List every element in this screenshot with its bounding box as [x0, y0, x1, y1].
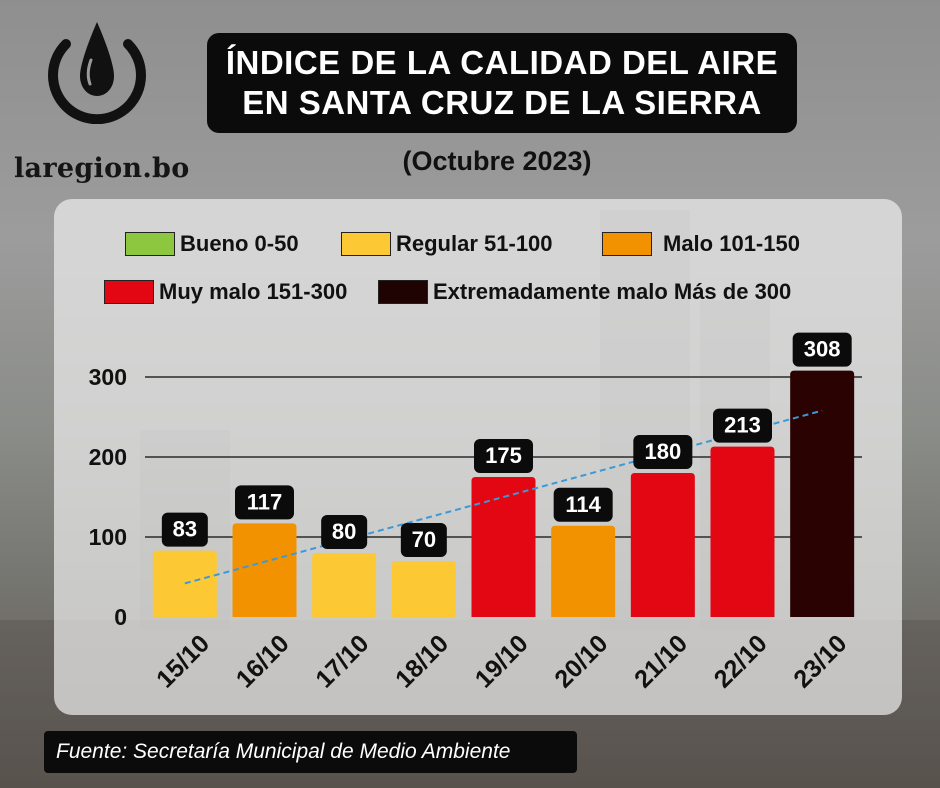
source-text: Fuente: Secretaría Municipal de Medio Am…	[56, 740, 511, 763]
data-label-box	[713, 408, 772, 443]
title-line-1: ÍNDICE DE LA CALIDAD DEL AIRE	[225, 44, 779, 81]
bar	[630, 473, 695, 617]
legend-label-bueno: Bueno 0-50	[180, 231, 299, 256]
y-tick-label: 300	[89, 364, 127, 390]
legend-swatch-regular	[341, 232, 391, 256]
bar	[471, 477, 536, 617]
bar	[312, 553, 377, 617]
x-tick-label: 16/10	[231, 629, 295, 693]
data-label: 180	[644, 439, 681, 464]
y-tick-label: 0	[114, 604, 127, 630]
legend-item-extremadamente-malo: Extremadamente malo Más de 300	[378, 277, 791, 307]
bar	[152, 550, 217, 617]
legend-label-malo: Malo 101-150	[663, 231, 800, 256]
bar	[232, 523, 297, 617]
x-tick-label: 20/10	[549, 629, 613, 693]
data-label-box	[553, 487, 613, 522]
data-label: 213	[724, 413, 761, 438]
legend-label-muy-malo: Muy malo 151-300	[159, 279, 348, 304]
data-label: 70	[412, 527, 436, 552]
y-tick-label: 200	[89, 444, 127, 470]
legend-label-regular: Regular 51-100	[396, 231, 553, 256]
source-box: Fuente: Secretaría Municipal de Medio Am…	[44, 731, 577, 773]
x-tick-label: 21/10	[629, 629, 693, 693]
droplet-logo-icon	[48, 22, 146, 124]
legend-item-muy-malo: Muy malo 151-300	[104, 277, 347, 307]
bar	[391, 561, 456, 617]
data-label: 308	[804, 337, 841, 362]
legend-swatch-muy-malo	[104, 280, 154, 304]
data-label-box	[161, 512, 208, 547]
data-label-box	[321, 515, 368, 549]
legend-item-malo: Malo 101-150	[602, 229, 800, 259]
legend-swatch-extremadamente-malo	[378, 280, 428, 304]
data-label: 114	[565, 492, 601, 517]
legend-item-regular: Regular 51-100	[341, 229, 553, 259]
bar	[551, 525, 616, 617]
data-label-box	[400, 523, 447, 557]
legend-swatch-bueno	[125, 232, 175, 256]
data-label: 175	[485, 443, 522, 468]
x-tick-label: 17/10	[310, 629, 374, 693]
x-tick-label: 15/10	[151, 629, 215, 693]
x-tick-label: 19/10	[470, 629, 534, 693]
legend-swatch-malo	[602, 232, 652, 256]
brand-name: laregion.bo	[14, 153, 190, 184]
page-subtitle: (Octubre 2023)	[402, 146, 592, 176]
x-tick-label: 22/10	[709, 629, 773, 693]
data-label: 117	[247, 489, 283, 514]
data-label-box	[474, 439, 533, 473]
title-line-2: EN SANTA CRUZ DE LA SIERRA	[242, 84, 762, 121]
data-label: 80	[332, 519, 356, 544]
bar	[790, 370, 855, 617]
data-label-box	[633, 435, 693, 469]
y-tick-label: 100	[89, 524, 127, 550]
x-tick-label: 18/10	[390, 629, 454, 693]
legend-label-extremadamente-malo: Extremadamente malo Más de 300	[433, 279, 792, 304]
legend-item-bueno: Bueno 0-50	[125, 229, 299, 259]
data-label: 83	[173, 517, 197, 542]
data-label-box	[235, 485, 294, 520]
bar	[710, 446, 775, 617]
x-tick-label: 23/10	[788, 629, 852, 693]
title-box: ÍNDICE DE LA CALIDAD DEL AIRE EN SANTA C…	[207, 33, 797, 133]
data-label-box	[792, 332, 852, 367]
